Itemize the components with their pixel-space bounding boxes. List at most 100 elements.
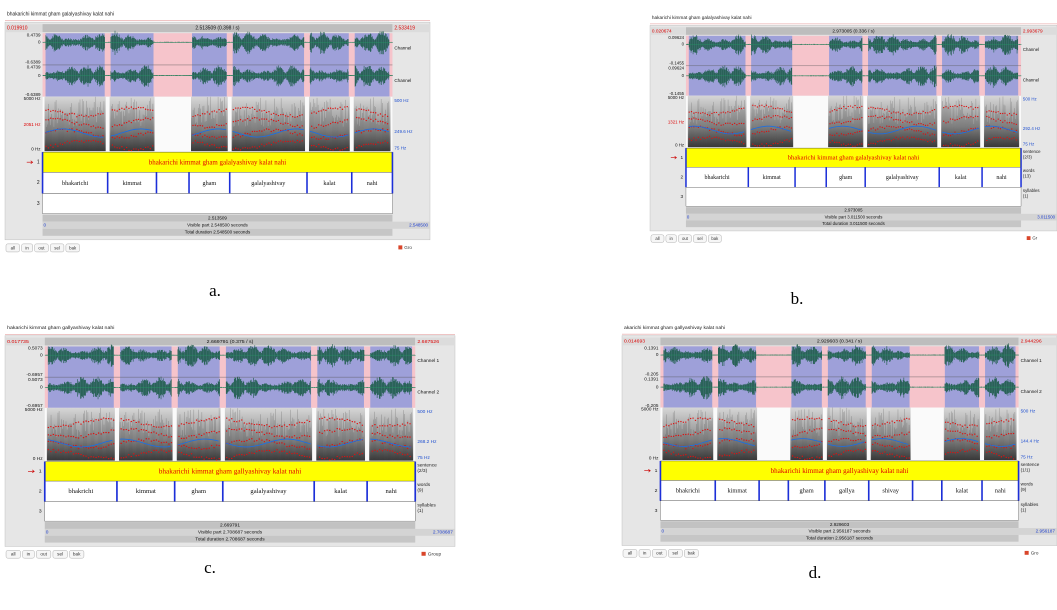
word-label: galalyashivay <box>250 488 287 495</box>
word-label: kimmat <box>727 488 747 495</box>
file-title: bhakarichi kimmat gham galalyashivay kal… <box>7 11 114 17</box>
channel-label: Channel <box>394 46 411 51</box>
zoom-button-label: sel <box>672 551 678 556</box>
word-label: kimmat <box>763 175 782 181</box>
group-checkbox[interactable] <box>422 552 426 556</box>
zoom-button-label: in <box>25 245 29 250</box>
selection-duration: 2.973005 <box>844 208 863 213</box>
frequency-top: 5000 Hz <box>668 95 684 100</box>
word-label: nahi <box>386 488 398 495</box>
amplitude-label: 0.5073 <box>28 346 43 351</box>
visible-end: 2.708687 <box>433 530 453 535</box>
header-time: 2.929603 (0.341 / s) <box>817 339 863 345</box>
visible-part: Visible part 2.956187 seconds <box>808 529 871 534</box>
tier-name: (9) <box>417 488 423 493</box>
caption: d. <box>809 563 822 582</box>
pitch-top: 500 Hz <box>1023 97 1037 102</box>
pitch-value: 268.2 Hz <box>417 439 437 444</box>
amplitude-label: 0.09624 <box>668 35 684 40</box>
amplitude-label: 0.1391 <box>644 377 659 382</box>
word-label: kalat <box>955 175 967 181</box>
tier-number: 1 <box>655 468 658 474</box>
file-title: akarichi kimmat gham gallyashivay kalat … <box>624 325 725 331</box>
header-time: 2.669791 (0.375 / s) <box>207 339 254 345</box>
tier-name: sentence <box>1023 149 1041 154</box>
tier-name: (13) <box>1023 173 1031 178</box>
tier-name: (1) <box>417 508 423 513</box>
word-label: bhakarichi <box>705 175 730 181</box>
tier-number: 2 <box>680 174 683 180</box>
zoom-button-label: bak <box>69 245 77 250</box>
praat-window: hakarichi kimmat gham gallyashivay kalat… <box>5 325 455 558</box>
frequency-top: 5000 Hz <box>24 96 42 101</box>
word-label: gham <box>839 175 853 181</box>
header-time: 2.513509 (0.398 / s) <box>195 25 240 31</box>
left-time: 0.014693 <box>624 339 645 345</box>
channel-label: Channel <box>1023 78 1039 83</box>
group-checkbox[interactable] <box>398 245 402 249</box>
frequency-bottom: 0 Hz <box>33 456 44 461</box>
frequency-top: 5000 Hz <box>25 407 44 412</box>
pitch-top: 500 Hz <box>394 98 409 103</box>
word-label: galalyashivay <box>251 180 286 187</box>
tier-number: 1 <box>39 469 42 475</box>
word-label: gham <box>191 488 206 495</box>
tier-number: 2 <box>655 488 658 494</box>
zoom-button-label: in <box>27 552 31 557</box>
tier-name: (2/3) <box>1023 154 1032 159</box>
zoom-button-label: sel <box>697 236 702 241</box>
tier-name: (2/3) <box>417 468 427 473</box>
zoom-button-label: bak <box>73 552 81 557</box>
tier-number: 3 <box>39 509 42 515</box>
tier-name: syllables <box>417 503 436 508</box>
amplitude-label: 0.4739 <box>27 65 41 70</box>
tier-number: 3 <box>37 201 40 207</box>
word-label: gham <box>800 488 814 495</box>
praat-window: akarichi kimmat gham gallyashivay kalat … <box>622 325 1057 557</box>
sentence-label: bhakarichi kimmat gham gallyashivay kala… <box>159 468 302 476</box>
frequency-bottom: 0 Hz <box>31 146 41 151</box>
visible-end: 3.011500 <box>1037 214 1055 219</box>
sentence-label: bhakarichi kimmat gham galalyashivay kal… <box>149 158 286 166</box>
word-label: kalat <box>323 180 335 187</box>
tier-name: sentence <box>417 463 437 468</box>
group-label: Group <box>428 551 442 556</box>
tier <box>686 167 1021 187</box>
tier <box>43 172 393 193</box>
group-checkbox[interactable] <box>1025 551 1029 555</box>
tier <box>686 187 1021 206</box>
group-checkbox[interactable] <box>1027 236 1031 240</box>
word-label: bhakarichi <box>62 180 88 187</box>
frequency-cursor: 1321 Hz <box>668 120 684 125</box>
praat-window: bhakarichi kimmat gham galalyashivay kal… <box>5 11 430 252</box>
word-label: galalyashivay <box>886 175 919 181</box>
tier-name: syllables <box>1021 502 1040 507</box>
visible-part: Visible part 3.011500 seconds <box>825 214 884 219</box>
visible-part: Visible part 2.708687 seconds <box>198 530 263 535</box>
pitch-bottom: 75 Hz <box>1023 141 1034 146</box>
zoom-button-label: all <box>655 236 659 241</box>
amplitude-label: 0.1391 <box>644 346 659 351</box>
zoom-button-label: all <box>11 245 15 250</box>
sentence-label: bhakarichi kimmat gham galalyashivay kal… <box>788 155 920 162</box>
amplitude-label: 0.09624 <box>668 65 684 70</box>
total-duration: Total duration 2.708687 seconds <box>195 536 265 541</box>
tier-number: 2 <box>37 180 40 186</box>
word-label: bhakrichi <box>676 488 700 495</box>
visible-start: 0 <box>46 530 49 535</box>
zoom-button-label: all <box>628 551 633 556</box>
visible-start: 0 <box>44 222 47 227</box>
praat-window: hakarichi kimmat gham galalyashivay kala… <box>650 15 1057 242</box>
pitch-bottom: 75 Hz <box>1021 454 1034 459</box>
right-time: 2.687526 <box>417 339 439 345</box>
tier-number: 3 <box>655 508 658 514</box>
tier-name: words <box>417 482 431 487</box>
tier-number: 1 <box>37 160 40 166</box>
word-label: nahi <box>995 488 1006 495</box>
word-label: kimmat <box>123 180 142 187</box>
selection-duration: 2.929603 <box>830 522 850 527</box>
visible-end: 2.956187 <box>1036 529 1056 534</box>
figure: a.bhakarichi kimmat gham galalyashivay k… <box>0 0 1057 610</box>
word-label: gham <box>202 180 216 187</box>
zoom-button-label: sel <box>54 245 60 250</box>
